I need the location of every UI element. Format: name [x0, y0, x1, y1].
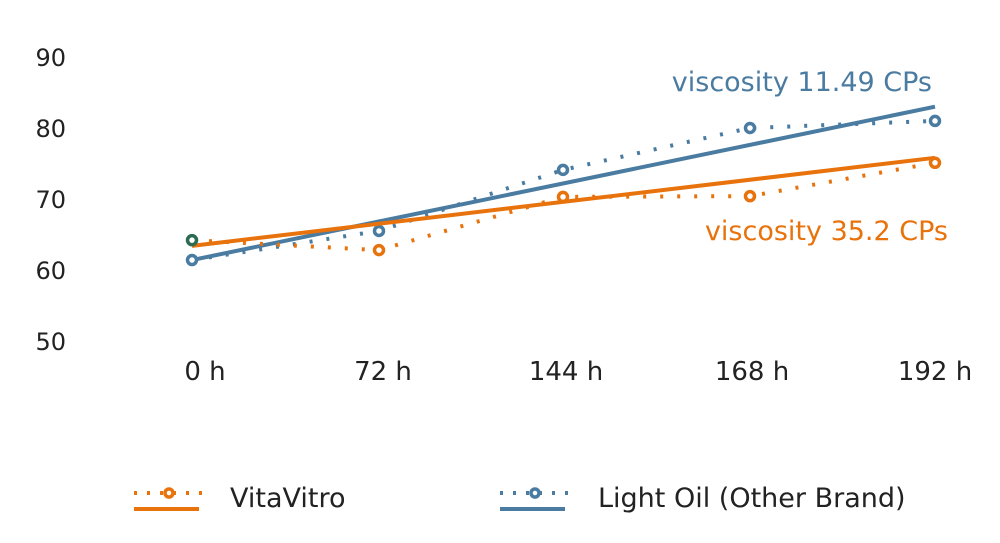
x-tick-label: 144 h — [529, 357, 603, 387]
data-point — [556, 190, 570, 204]
legend-label: VitaVitro — [230, 483, 346, 514]
data-point — [743, 189, 757, 203]
data-point — [185, 233, 199, 247]
trend-line — [191, 104, 936, 263]
legend-marker — [163, 487, 175, 499]
data-point — [743, 121, 757, 135]
annotation-vitavitro: viscosity 35.2 CPs — [705, 216, 948, 247]
y-tick-label: 50 — [35, 328, 66, 356]
legend-item-1: Light Oil (Other Brand) — [500, 483, 906, 514]
legend-item-0: VitaVitro — [134, 483, 346, 514]
y-tick-label: 80 — [35, 115, 66, 143]
x-tick-label: 0 h — [184, 357, 225, 387]
data-point — [928, 114, 942, 128]
data-point — [185, 253, 199, 267]
x-tick-label: 168 h — [715, 357, 789, 387]
y-tick-label: 90 — [35, 44, 66, 72]
data-point — [372, 224, 386, 238]
data-point — [556, 163, 570, 177]
data-point — [928, 156, 942, 170]
y-tick-label: 70 — [35, 186, 66, 214]
data-point — [372, 243, 386, 257]
x-tick-label: 72 h — [354, 357, 412, 387]
legend-label: Light Oil (Other Brand) — [598, 483, 906, 514]
y-tick-label: 60 — [35, 257, 66, 285]
x-tick-label: 192 h — [898, 357, 972, 387]
series-0 — [185, 155, 942, 257]
series-1 — [185, 104, 942, 267]
legend-marker — [529, 487, 541, 499]
annotation-light-oil: viscosity 11.49 CPs — [672, 67, 932, 98]
